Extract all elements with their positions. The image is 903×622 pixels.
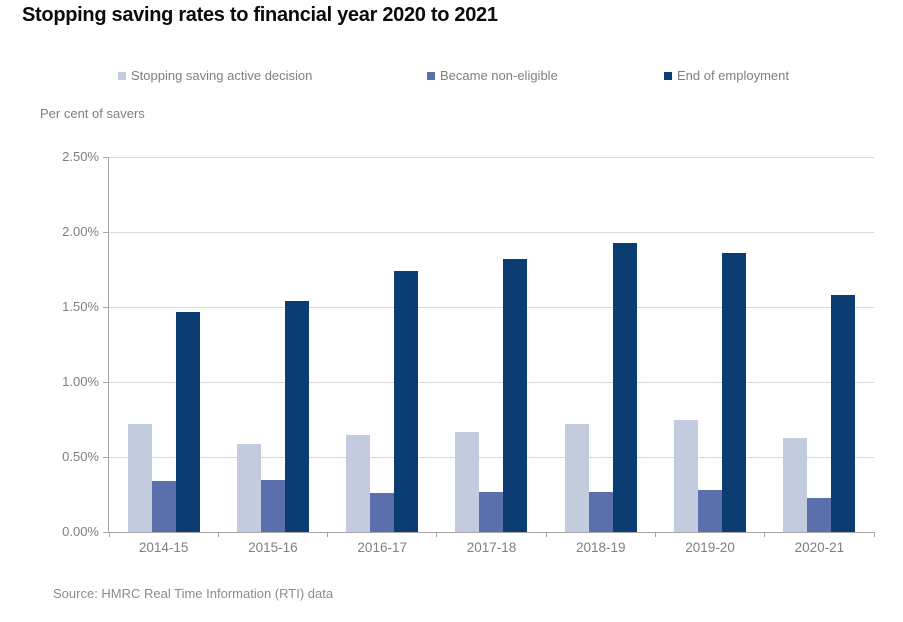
bar-group-2015-16 xyxy=(218,301,327,532)
bar-2020-21 xyxy=(807,497,832,532)
bar-2019-20 xyxy=(698,490,723,532)
bar-2018-19 xyxy=(612,242,637,532)
bar-group-2016-17 xyxy=(328,271,437,532)
y-axis-label: 1.50% xyxy=(62,299,99,314)
bar-2014-15 xyxy=(151,481,176,532)
y-axis-label: 2.00% xyxy=(62,224,99,239)
bar-2014-15 xyxy=(127,424,152,532)
legend-item-2: Became non-eligible xyxy=(427,68,558,83)
gridline xyxy=(109,231,874,233)
chart-title: Stopping saving rates to financial year … xyxy=(22,4,498,26)
bar-2014-15 xyxy=(175,311,200,532)
x-axis-tick xyxy=(654,532,656,537)
bar-2016-17 xyxy=(370,493,395,532)
gridline xyxy=(109,381,874,383)
plot-area: 0.00% 0.50% 1.00% 1.50% 2.00% 2.50% 2014-15 201… xyxy=(62,149,875,555)
bar-2015-16 xyxy=(260,479,285,532)
legend-swatch-icon xyxy=(118,71,126,80)
x-axis-tick xyxy=(873,532,875,537)
x-axis-label: 2017-18 xyxy=(466,540,517,555)
x-axis-label: 2018-19 xyxy=(576,540,626,555)
bar-2016-17 xyxy=(346,434,371,532)
bar-2019-20 xyxy=(674,419,699,532)
x-axis-tick xyxy=(327,532,329,537)
bar-group-2014-15 xyxy=(109,311,218,532)
legend-item-1: Stopping saving active decision xyxy=(118,68,312,83)
x-axis-label: 2019-20 xyxy=(685,540,735,555)
bar-group-2018-19 xyxy=(546,242,655,532)
bar-2017-18 xyxy=(455,431,480,532)
y-axis-label: 2.50% xyxy=(62,149,99,164)
chart-legend: Stopping saving active decision Became no… xyxy=(0,68,903,84)
bar-2018-19 xyxy=(564,424,589,532)
y-axis-tick xyxy=(103,156,109,158)
source-note: Source: HMRC Real Time Information (RTI)… xyxy=(53,586,334,601)
bar-2020-21 xyxy=(783,437,808,532)
legend-label: End of employment xyxy=(677,68,790,83)
y-axis-tick xyxy=(103,306,109,308)
bar-2015-16 xyxy=(284,301,309,532)
x-axis-tick xyxy=(217,532,219,537)
bar-2020-21 xyxy=(831,295,856,532)
bar-group-2019-20 xyxy=(655,253,764,532)
x-axis-tick xyxy=(108,532,110,537)
bar-2019-20 xyxy=(722,253,747,532)
bar-2016-17 xyxy=(394,271,419,532)
y-axis-label: 1.00% xyxy=(62,374,99,389)
legend-label: Stopping saving active decision xyxy=(131,68,313,83)
gridline xyxy=(109,456,874,458)
y-axis-label: 0.00% xyxy=(62,524,99,539)
y-axis-tick xyxy=(103,531,109,533)
bar-2017-18 xyxy=(503,259,528,532)
legend-label: Became non-eligible xyxy=(440,68,558,83)
y-axis-tick xyxy=(103,381,109,383)
x-axis-label: 2014-15 xyxy=(138,540,189,555)
bar-group-2020-21 xyxy=(765,295,874,532)
legend-item-3: End of employment xyxy=(664,68,789,83)
x-axis-label: 2020-21 xyxy=(794,540,845,555)
x-axis-label: 2015-16 xyxy=(248,540,298,555)
legend-swatch-icon xyxy=(427,71,435,80)
y-axis-label: 0.50% xyxy=(62,449,99,464)
y-axis-caption: Per cent of savers xyxy=(40,106,145,121)
gridline xyxy=(109,306,874,308)
y-axis-tick xyxy=(103,231,109,233)
x-axis-tick xyxy=(545,532,547,537)
bar-group-2017-18 xyxy=(437,259,546,532)
legend-swatch-icon xyxy=(664,71,672,80)
y-axis-tick xyxy=(103,456,109,458)
gridline xyxy=(109,156,874,158)
bar-2017-18 xyxy=(479,491,504,532)
bar-2015-16 xyxy=(236,443,261,532)
bar-2018-19 xyxy=(588,491,613,532)
x-axis-label: 2016-17 xyxy=(357,540,407,555)
x-axis-tick xyxy=(436,532,438,537)
x-axis-tick xyxy=(764,532,766,537)
